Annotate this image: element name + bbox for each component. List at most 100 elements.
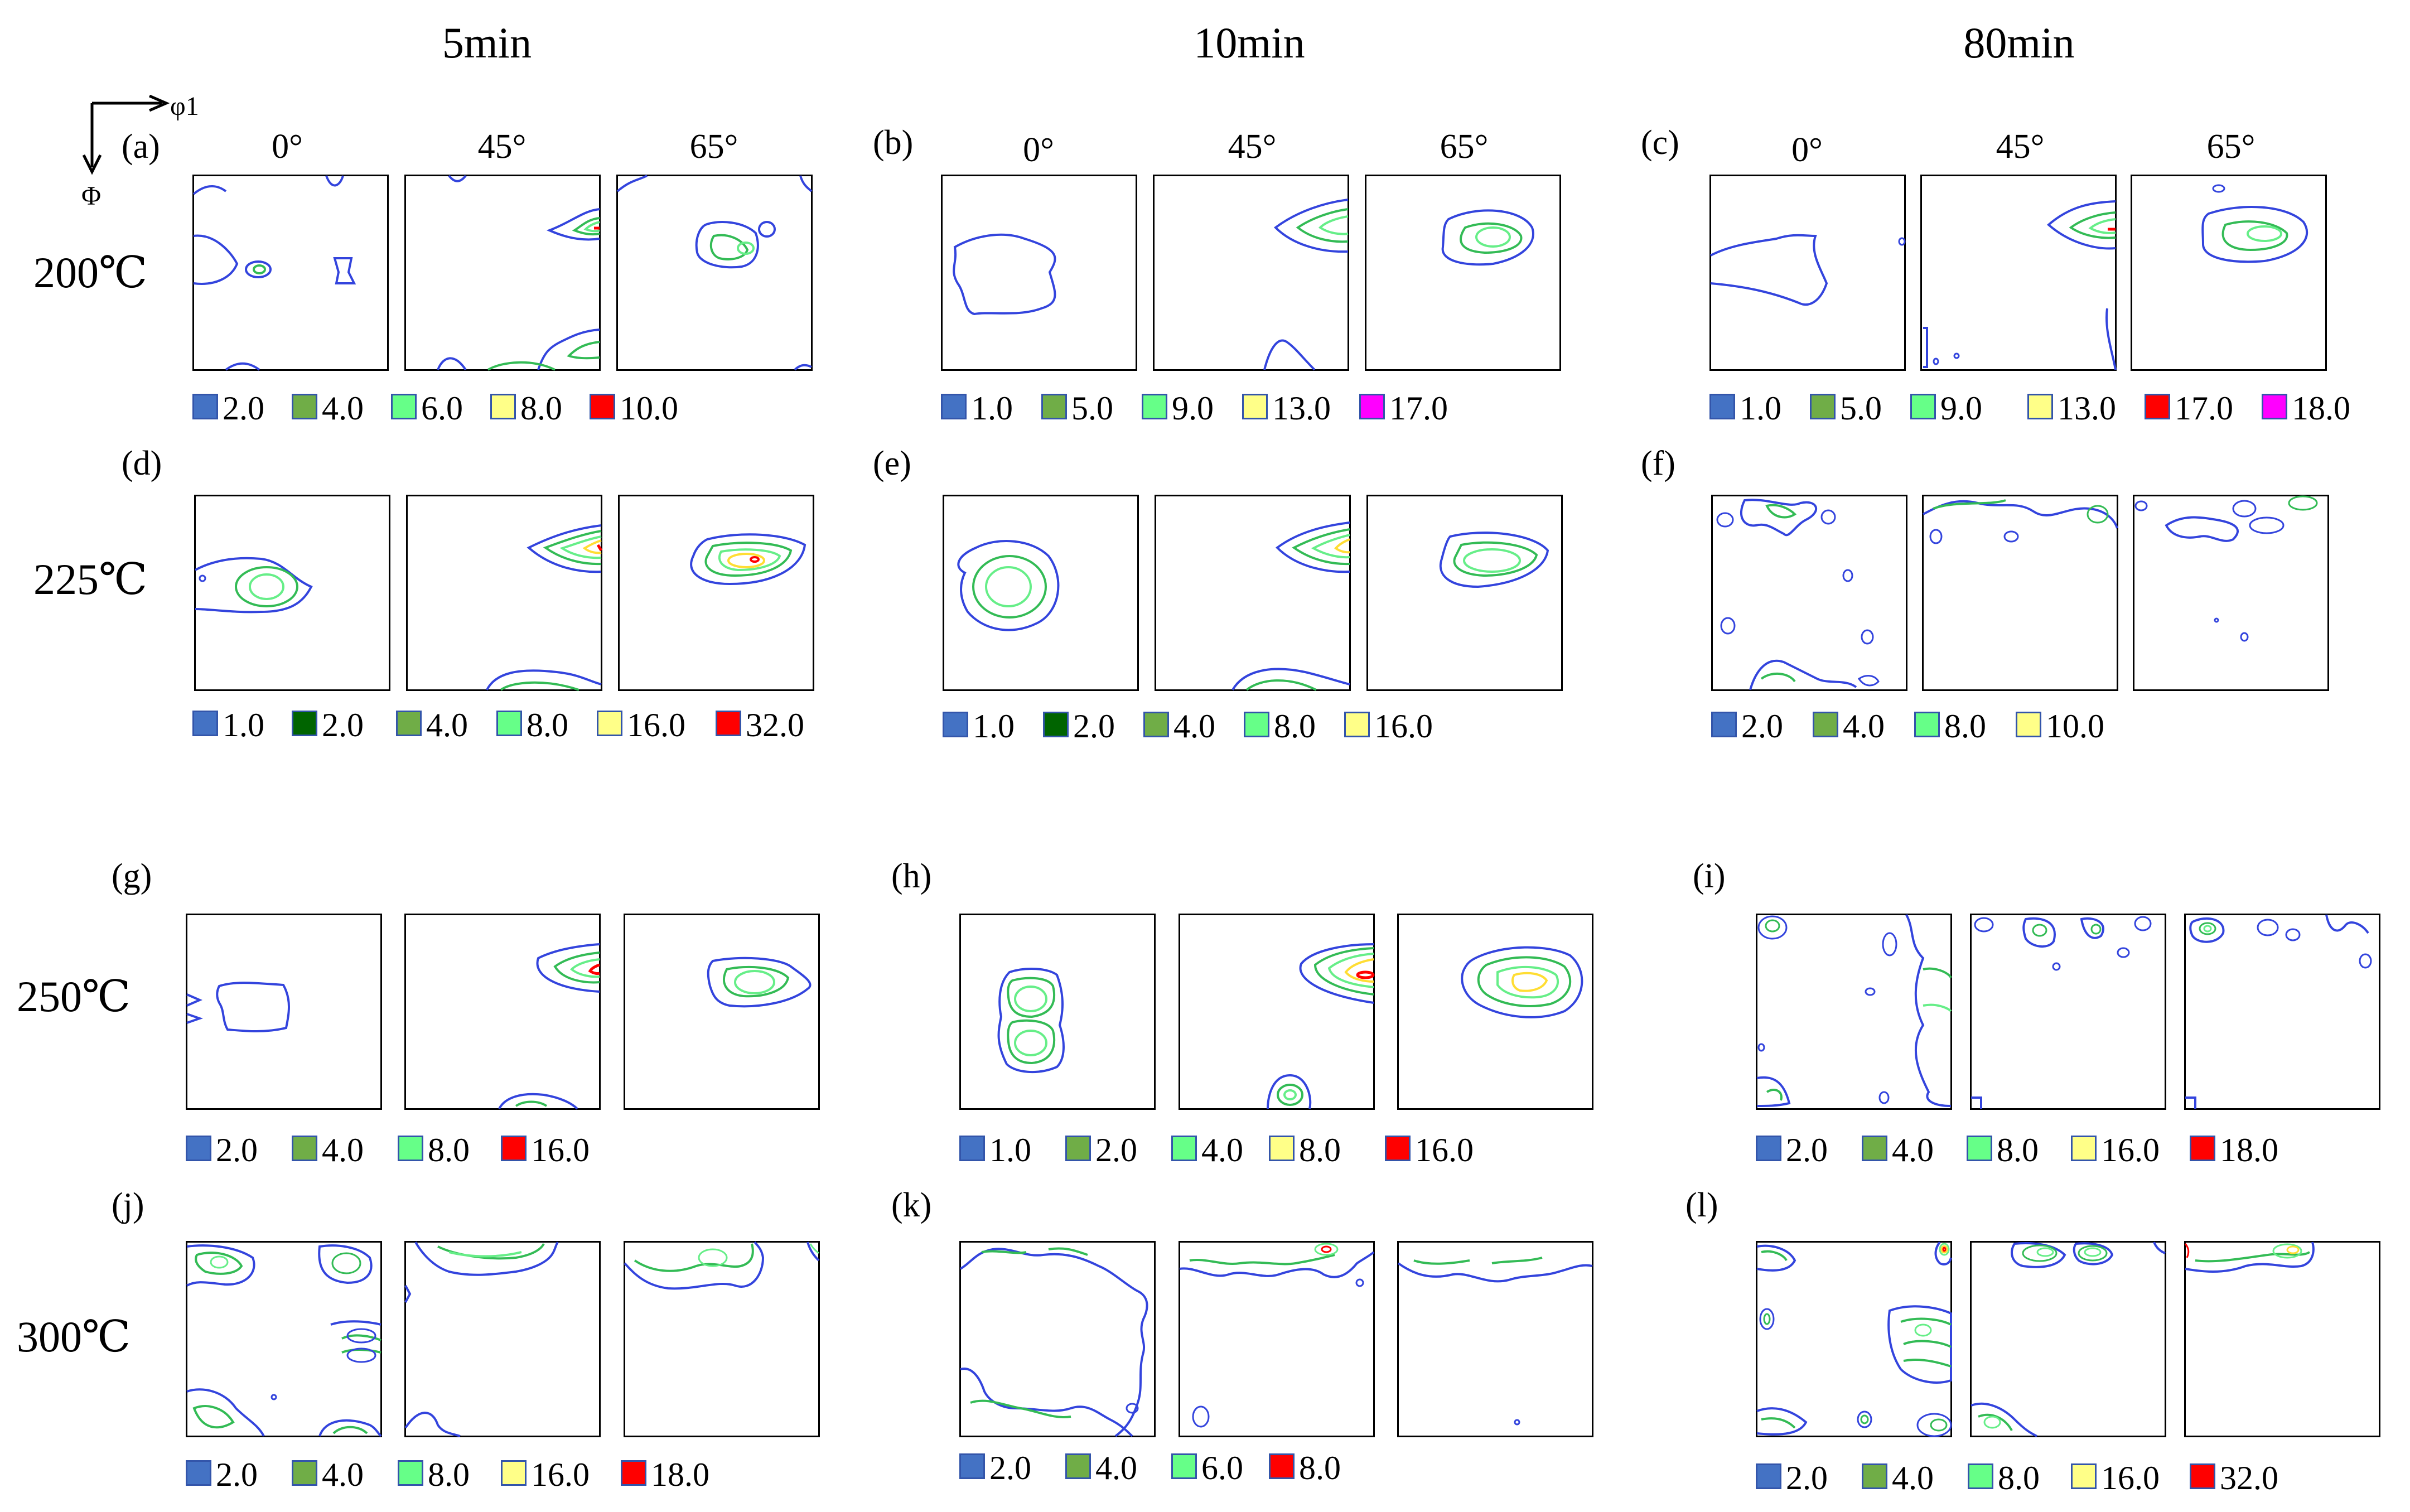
legend-swatch [398,1136,423,1161]
legend-value: 4.0 [1892,1460,1934,1496]
legend-swatch [2262,394,2287,419]
odf-section-b-0 [941,175,1137,371]
legend-swatch [192,394,218,419]
legend-swatch [1244,712,1269,737]
odf-section-h-0 [959,914,1156,1110]
legend-value: 2.0 [1786,1460,1828,1496]
legend-swatch [959,1453,985,1479]
legend-swatch [1065,1453,1091,1479]
axis-label-phi1: φ1 [170,91,199,121]
legend-value: 4.0 [1095,1450,1137,1486]
legend-value: 4.0 [1173,708,1215,745]
legend-swatch [1041,394,1067,419]
legend-value: 5.0 [1071,390,1113,427]
odf-section-b-65 [1365,175,1561,371]
legend-swatch [496,711,522,736]
legend-swatch [1269,1453,1295,1479]
legend-value: 4.0 [1201,1132,1243,1168]
odf-section-c-45 [1920,175,2117,371]
odf-section-e-45 [1155,495,1351,691]
legend-swatch [2071,1463,2097,1489]
row-temperature-250: 250℃ [17,972,131,1021]
legend-swatch [1968,1463,1993,1489]
legend-value: 8.0 [428,1456,470,1493]
legend-value: 1.0 [223,707,264,743]
legend-value: 16.0 [1415,1132,1474,1168]
legend-swatch [1142,394,1167,419]
legend-value: 2.0 [1741,708,1783,745]
legend-swatch [1813,712,1838,737]
legend-value: 8.0 [1944,708,1986,745]
legend-swatch [1862,1136,1887,1161]
legend-swatch [186,1460,211,1486]
legend-value: 4.0 [426,707,468,743]
legend-value: 16.0 [531,1132,590,1168]
legend-value: 8.0 [1299,1450,1341,1486]
panel-tag-e: (e) [873,445,911,482]
panel-tag-i: (i) [1693,857,1726,895]
panel-tag-a: (a) [122,128,160,166]
legend-swatch [292,1460,317,1486]
angle-label-a-45: 45° [477,128,527,166]
odf-section-b-45 [1153,175,1349,371]
legend-value: 2.0 [223,390,264,427]
legend-value: 4.0 [322,390,364,427]
legend-swatch [1065,1136,1091,1161]
legend-value: 18.0 [2220,1132,2278,1168]
legend-k: 2.0 4.0 6.0 8.0 [959,1450,1406,1486]
odf-section-a-65 [616,175,813,371]
odf-section-k-45 [1179,1241,1375,1437]
legend-value: 10.0 [620,390,678,427]
legend-value: 4.0 [1843,708,1885,745]
panel-tag-b: (b) [873,124,914,162]
angle-label-b-65: 65° [1440,128,1489,166]
angle-label-b-45: 45° [1228,128,1277,166]
legend-value: 16.0 [627,707,685,743]
legend-swatch [501,1460,527,1486]
odf-section-i-65 [2184,914,2380,1110]
column-heading-5min: 5min [442,18,532,67]
axis-arrows-icon [82,95,170,175]
legend-swatch [1143,712,1169,737]
legend-value: 2.0 [989,1450,1031,1486]
legend-swatch [959,1136,985,1161]
legend-swatch [1756,1463,1781,1489]
panel-tag-h: (h) [891,857,932,895]
panel-tag-f: (f) [1641,445,1675,482]
legend-value: 2.0 [1073,708,1115,745]
odf-section-e-65 [1366,495,1563,691]
legend-swatch [1242,394,1268,419]
legend-c: 1.0 5.0 9.0 13.0 17.0 18.0 [1709,390,2379,426]
legend-swatch [391,394,417,419]
legend-swatch [2190,1136,2215,1161]
legend-swatch [292,1136,317,1161]
legend-value: 10.0 [2046,708,2104,745]
legend-value: 18.0 [651,1456,709,1493]
panel-tag-g: (g) [112,857,152,895]
odf-section-l-0 [1756,1241,1952,1437]
legend-value: 8.0 [527,707,568,743]
legend-swatch [1709,394,1735,419]
legend-swatch [490,394,516,419]
legend-swatch [2027,394,2053,419]
legend-e: 1.0 2.0 4.0 8.0 16.0 [943,708,1500,744]
legend-value: 8.0 [428,1132,470,1168]
legend-swatch [716,711,741,736]
legend-value: 9.0 [1940,390,1982,427]
angle-label-b-0: 0° [1023,131,1054,169]
legend-value: 6.0 [421,390,463,427]
odf-section-l-45 [1970,1241,2166,1437]
column-heading-10min: 10min [1194,18,1305,67]
odf-section-f-65 [2133,495,2329,691]
legend-swatch [1862,1463,1887,1489]
legend-swatch [1385,1136,1411,1161]
legend-value: 18.0 [2292,390,2350,427]
legend-swatch [941,394,967,419]
legend-swatch [396,711,422,736]
legend-value: 2.0 [216,1132,258,1168]
legend-b: 1.0 5.0 9.0 13.0 17.0 [941,390,1499,426]
legend-value: 17.0 [1389,390,1448,427]
legend-swatch [2071,1136,2097,1161]
odf-section-d-45 [406,495,602,691]
legend-h: 1.0 2.0 4.0 8.0 16.0 [959,1132,1517,1168]
